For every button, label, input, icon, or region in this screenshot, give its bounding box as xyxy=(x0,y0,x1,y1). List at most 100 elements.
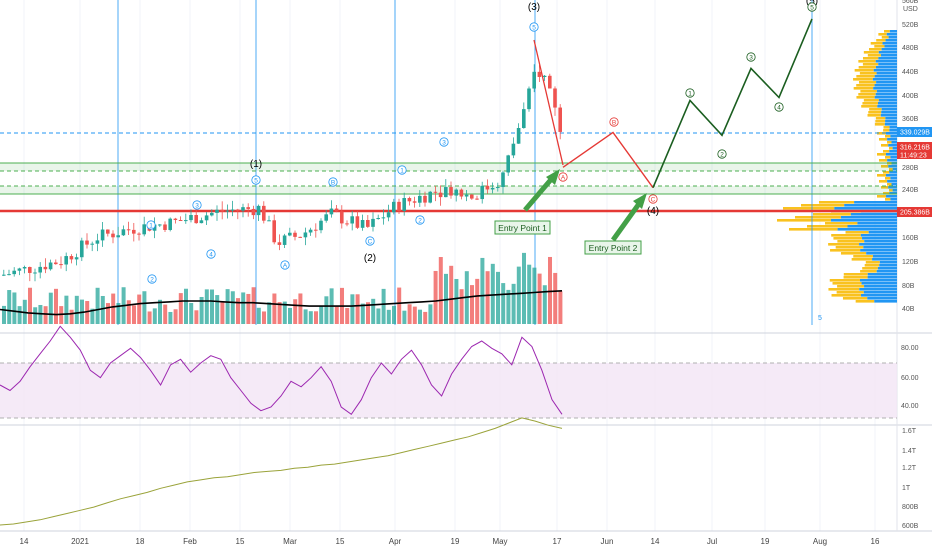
candle-body xyxy=(397,201,401,211)
wave-circle-text-c1: 1 xyxy=(400,168,404,175)
wave-circle-c1 xyxy=(685,88,695,98)
candle-body xyxy=(511,143,516,156)
profile-bar-blue xyxy=(889,129,897,132)
profile-bar-blue xyxy=(876,90,897,93)
volume-bar xyxy=(189,303,194,324)
profile-bar-blue xyxy=(872,255,897,258)
blue-marker-5: 5 xyxy=(818,315,822,322)
volume-bar xyxy=(33,307,38,324)
profile-bar-blue xyxy=(860,279,897,282)
entry-point-1-box[interactable] xyxy=(494,220,551,235)
volume-bar xyxy=(428,304,433,324)
profile-bar-yellow xyxy=(831,234,861,237)
volume-bar xyxy=(2,305,6,324)
profile-bar-blue xyxy=(877,105,897,108)
volume-bar xyxy=(7,290,12,324)
candle-body xyxy=(267,220,271,222)
zone-upper xyxy=(0,163,897,171)
wave-circle-c2 xyxy=(415,215,425,225)
profile-bar-yellow xyxy=(887,183,892,186)
wave-circle-text-c2: 2 xyxy=(720,152,724,159)
profile-bar-yellow xyxy=(884,30,890,33)
volume-bar xyxy=(54,288,58,324)
obv-axis[interactable]: 1.6T 1.4T 1.2T 1T 800B 600B xyxy=(902,428,919,530)
volume-bar xyxy=(267,302,272,324)
entry-arrow-1-head xyxy=(546,169,560,185)
profile-bar-yellow xyxy=(856,75,875,78)
profile-bar-yellow xyxy=(885,156,891,159)
volume-bar xyxy=(345,308,350,324)
profile-bar-yellow xyxy=(889,168,893,171)
profile-bar-yellow xyxy=(883,150,890,153)
wave-circle-text-c2: 2 xyxy=(150,277,154,284)
volume-bar xyxy=(236,298,240,324)
obv-tick-5: 600B xyxy=(902,523,919,530)
entry-arrow-2 xyxy=(610,199,644,242)
volume-bar xyxy=(194,310,199,324)
wave-circle-text-c4: 4 xyxy=(777,105,781,112)
wave-circle-cA xyxy=(558,172,568,182)
wave-circle-cA xyxy=(280,260,290,270)
time-label-2: 18 xyxy=(136,537,145,546)
volume-bar xyxy=(438,257,443,324)
volume-bar xyxy=(537,273,542,324)
profile-bar-yellow xyxy=(862,63,879,66)
candle-body xyxy=(480,185,484,200)
profile-bar-blue xyxy=(878,51,897,54)
candle-body xyxy=(418,195,422,203)
candle-body xyxy=(210,212,214,216)
volume-bar xyxy=(132,305,136,324)
time-label-11: Jun xyxy=(601,537,614,546)
candle-body xyxy=(438,192,443,198)
profile-bar-blue xyxy=(874,300,897,303)
wave-circle-c2 xyxy=(717,149,727,159)
candle-body xyxy=(485,185,490,190)
volume-bar xyxy=(490,263,495,324)
candle-body xyxy=(329,208,334,215)
candle-body xyxy=(48,262,53,270)
volume-bar xyxy=(449,265,454,324)
profile-bar-yellow xyxy=(855,300,875,303)
entry-point-1-callout[interactable]: Entry Point 1 xyxy=(494,220,551,235)
entry-point-2-box[interactable] xyxy=(584,240,642,255)
candle-body xyxy=(90,243,94,245)
candle-body xyxy=(288,232,292,236)
candle-body xyxy=(319,220,323,231)
profile-bar-blue xyxy=(875,66,897,69)
price-tick-1: 520B xyxy=(902,22,919,29)
moving-average-line xyxy=(0,290,563,316)
wave-circle-text-c3: 3 xyxy=(195,203,199,210)
profile-bar-yellow xyxy=(837,240,865,243)
profile-bar-blue xyxy=(886,195,897,198)
wave-label-w2: (2) xyxy=(364,253,376,264)
candle-body xyxy=(168,218,172,230)
wave-circle-c4 xyxy=(206,249,216,259)
price-badge-text-0: 339.029B xyxy=(900,130,930,137)
candle-body xyxy=(277,242,282,245)
time-axis[interactable]: 14 2021 18 Feb 15 Mar 15 Apr 19 May 17 Jun 14 Jul 19 Au… xyxy=(20,537,880,546)
entry-point-2-callout[interactable]: Entry Point 2 xyxy=(584,240,642,255)
obv-tick-0: 1.6T xyxy=(902,428,917,435)
time-label-4: 15 xyxy=(236,537,245,546)
projection-correction-path[interactable] xyxy=(562,131,654,189)
obv-tick-4: 800B xyxy=(902,504,919,511)
projection-impulse-path[interactable] xyxy=(652,18,813,189)
candle-body xyxy=(298,236,302,238)
volume-bar xyxy=(64,295,69,324)
profile-bar-blue xyxy=(834,207,897,210)
entry-arrow-2-head xyxy=(633,193,647,209)
volume-bar xyxy=(288,307,292,324)
profile-bar-yellow xyxy=(856,96,875,99)
rsi-axis[interactable]: 80.00 60.00 40.00 xyxy=(901,345,919,410)
profile-bar-yellow xyxy=(877,195,886,198)
price-tick-7: 280B xyxy=(902,165,919,172)
price-badge-bg-2 xyxy=(897,150,932,159)
profile-bar-yellow xyxy=(870,42,883,45)
candle-body xyxy=(350,216,354,224)
profile-bar-yellow xyxy=(853,255,873,258)
profile-bar-blue xyxy=(888,144,897,147)
price-tick-10: 160B xyxy=(902,235,919,242)
profile-bar-blue xyxy=(860,249,897,252)
